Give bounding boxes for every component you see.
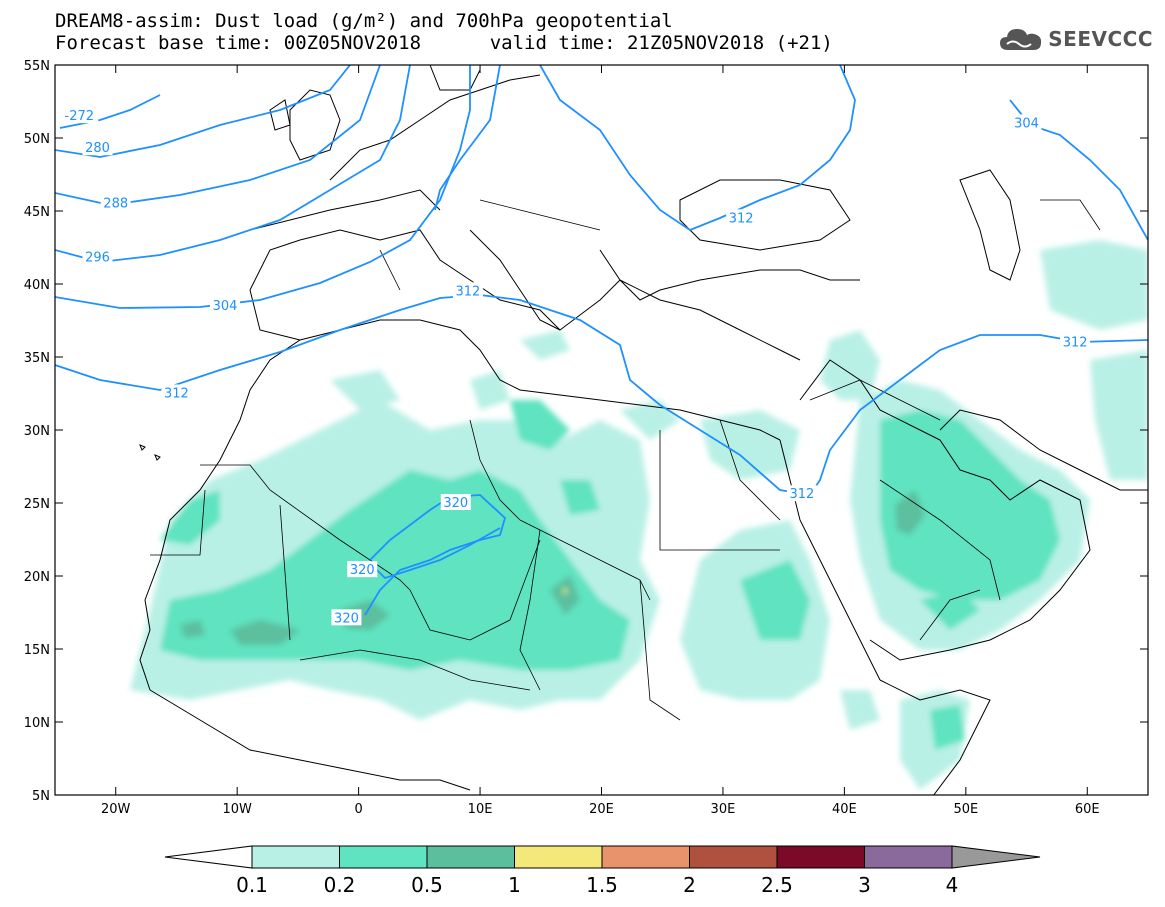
colorbar-segment xyxy=(514,845,603,869)
coastlines xyxy=(139,65,1148,795)
base-time: Forecast base time: 00Z05NOV2018 xyxy=(55,32,422,54)
lat-tick-label: 55N xyxy=(24,59,50,74)
lat-tick-label: 5N xyxy=(32,789,50,804)
lat-tick-label: 25N xyxy=(24,497,50,512)
contour-label-bg xyxy=(331,609,362,626)
contour-label-bg xyxy=(786,485,817,502)
lat-tick-label: 15N xyxy=(24,643,50,658)
colorbar-label: 0.2 xyxy=(324,873,356,897)
latitude-ticks: 55N 50N 45N 40N 35N 30N 25N 20N 15N 10N 5N xyxy=(24,59,1148,804)
contour-label: 312 xyxy=(1063,335,1088,350)
contour-label-bg xyxy=(100,194,131,211)
colorbar-label: 3 xyxy=(858,873,871,897)
contour-label: 320 xyxy=(334,611,359,626)
contour-label-bg xyxy=(452,282,483,299)
logo-text: SEEVCCC xyxy=(1048,27,1153,51)
geopotential-contours xyxy=(55,65,1148,616)
colorbar-high-arrow xyxy=(951,845,1041,869)
contour-label: 304 xyxy=(213,299,238,314)
colorbar-segment xyxy=(689,845,778,869)
colorbar-segment xyxy=(601,845,690,869)
lat-tick-label: 35N xyxy=(24,351,50,366)
lon-tick-label: 40E xyxy=(832,802,857,817)
contour-label: 288 xyxy=(103,197,128,212)
contour-label-bg xyxy=(82,139,113,156)
colorbar-label: 1 xyxy=(508,873,521,897)
colorbar-segment xyxy=(864,845,953,869)
lat-tick-label: 45N xyxy=(24,205,50,220)
lon-tick-label: 20W xyxy=(101,802,131,817)
contour-label: 296 xyxy=(85,251,110,266)
lon-tick-label: 30E xyxy=(711,802,736,817)
lon-tick-label: 10W xyxy=(222,802,252,817)
seevccc-logo: SEEVCCC xyxy=(998,26,1153,52)
colorbar-label: 0.5 xyxy=(411,873,443,897)
contour-label: 304 xyxy=(1014,116,1039,131)
valid-time: valid time: 21Z05NOV2018 (+21) xyxy=(489,32,833,54)
contour-label: 312 xyxy=(164,387,189,402)
contour-label-bg xyxy=(440,494,471,510)
colorbar-label: 2 xyxy=(683,873,696,897)
contour-label-bg xyxy=(82,248,113,265)
contour-label-bg xyxy=(210,296,241,313)
colorbar-segment xyxy=(776,845,865,869)
borders xyxy=(150,199,1101,721)
colorbar-segment xyxy=(426,845,515,869)
contour-label: 280 xyxy=(85,141,110,156)
contour-label: 320 xyxy=(350,563,375,578)
cloud-icon xyxy=(1000,29,1042,50)
chart-subtitle: Forecast base time: 00Z05NOV2018 valid t… xyxy=(55,32,833,54)
lat-tick-label: 50N xyxy=(24,132,50,147)
chart-title: DREAM8-assim: Dust load (g/m²) and 700hP… xyxy=(55,10,673,32)
colorbar-label: 4 xyxy=(946,873,959,897)
lat-tick-label: 40N xyxy=(24,278,50,293)
lon-tick-label: 60E xyxy=(1075,802,1100,817)
contour-label-bg xyxy=(60,107,99,124)
lon-tick-label: 0 xyxy=(354,802,362,817)
contour-label-bg xyxy=(1060,333,1091,350)
lat-tick-label: 10N xyxy=(24,716,50,731)
contour-label: 320 xyxy=(443,496,468,511)
colorbar-label: 1.5 xyxy=(586,873,618,897)
contour-labels: -272 280 288 296 304 312 312 312 312 312 304 320 320… xyxy=(60,107,1091,626)
contour-label-bg xyxy=(1011,114,1042,131)
contour-label: 312 xyxy=(789,487,814,502)
colorbar-segment xyxy=(339,845,428,869)
contour-label: 312 xyxy=(729,211,754,226)
lon-tick-label: 20E xyxy=(589,802,614,817)
colorbar: 0.1 0.2 0.5 1 1.5 2 2.5 3 4 xyxy=(164,845,1041,897)
lat-tick-label: 30N xyxy=(24,424,50,439)
contour-label-bg xyxy=(347,561,378,578)
colorbar-label: 2.5 xyxy=(761,873,793,897)
colorbar-label: 0.1 xyxy=(236,873,268,897)
lon-tick-label: 50E xyxy=(953,802,978,817)
longitude-ticks: 20W 10W 0 10E 20E 30E 40E 50E 60E xyxy=(101,65,1100,817)
lat-tick-label: 20N xyxy=(24,570,50,585)
colorbar-segment xyxy=(251,845,340,869)
lon-tick-label: 10E xyxy=(468,802,493,817)
contour-label: 312 xyxy=(455,284,480,299)
colorbar-low-arrow xyxy=(164,845,253,869)
dust-shading xyxy=(130,240,1148,790)
contour-label-bg xyxy=(161,384,192,401)
contour-label: -272 xyxy=(65,109,95,124)
contour-label-bg xyxy=(726,209,757,226)
